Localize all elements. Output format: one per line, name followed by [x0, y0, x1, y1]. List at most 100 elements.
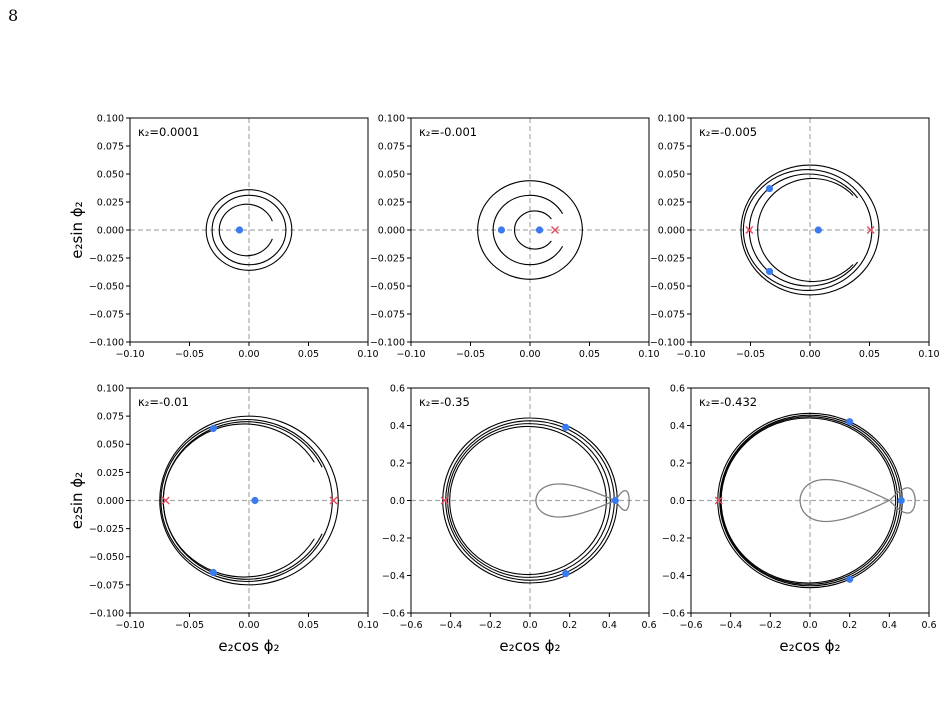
unstable-fixed-point [866, 226, 875, 234]
y-tick-label: −0.6 [662, 608, 685, 619]
kappa-annotation: κ₂=-0.005 [699, 125, 757, 139]
y-tick-label: 0.4 [670, 421, 685, 432]
y-tick-label: 0.025 [378, 197, 405, 208]
x-tick-label: 0.6 [921, 620, 936, 631]
x-tick-label: 0.10 [357, 620, 378, 631]
kappa-annotation: κ₂=-0.35 [419, 395, 470, 409]
plot-area [130, 388, 368, 613]
x-tick-label: 0.00 [519, 349, 540, 360]
orbit-curve [477, 180, 583, 280]
x-tick-label: 0.05 [298, 349, 319, 360]
stable-fixed-point [611, 496, 619, 505]
y-axis-label: e₂sin ϕ₂ [68, 472, 86, 529]
x-tick-label: 0.0 [522, 620, 537, 631]
y-tick-label: −0.4 [382, 571, 405, 582]
y-tick-label: 0.050 [378, 169, 405, 180]
orbit-curve [211, 194, 287, 266]
stable-fixed-point [235, 226, 244, 234]
stable-fixed-point [846, 575, 854, 583]
x-tick-label: −0.05 [736, 349, 765, 360]
stable-fixed-point [897, 496, 905, 505]
y-tick-label: −0.2 [662, 533, 685, 544]
x-tick-label: −0.10 [396, 349, 425, 360]
stable-fixed-point [814, 226, 822, 234]
y-tick-label: 0.075 [97, 412, 124, 423]
x-tick-label: −0.6 [679, 620, 702, 631]
orbit-arc [757, 178, 854, 282]
page-number: 8 [8, 6, 19, 25]
x-tick-label: −0.4 [719, 620, 742, 631]
orbit-arc [513, 210, 552, 250]
y-tick-label: −0.4 [662, 571, 685, 582]
y-tick-label: −0.075 [89, 309, 124, 320]
panel-1: −0.10 −0.05 0.00 0.05 0.10 −0.100 −0.075 −0.050… [89, 113, 379, 360]
panel-4: −0.10 −0.05 0.00 0.05 0.10 −0.100 −0.075 −0.050… [89, 383, 379, 631]
panel-3: −0.10 −0.05 0.00 0.05 0.10 −0.100 −0.075 −0.050… [650, 113, 940, 360]
orbit-curve [742, 168, 873, 292]
y-tick-label: −0.100 [650, 337, 685, 348]
x-axis-label: e₂cos ϕ₂ [779, 637, 840, 655]
y-axis-label: e₂sin ϕ₂ [68, 201, 86, 258]
stable-fixed-point [535, 226, 544, 234]
orbit-curve [160, 418, 333, 583]
y-tick-label: 0.0 [670, 496, 685, 507]
orbit-curve [447, 423, 611, 578]
orbit-curve [449, 425, 607, 576]
y-tick-label: 0.6 [390, 383, 405, 394]
x-tick-label: 0.2 [562, 620, 577, 631]
x-tick-label: 0.00 [238, 620, 259, 631]
y-tick-label: 0.100 [658, 113, 685, 124]
y-tick-label: 0.025 [97, 468, 124, 479]
unstable-fixed-point [440, 496, 449, 505]
y-tick-label: −0.075 [89, 580, 124, 591]
x-tick-label: −0.10 [676, 349, 705, 360]
y-tick-label: 0.025 [97, 197, 124, 208]
plot-area [691, 118, 929, 342]
x-tick-label: −0.4 [439, 620, 462, 631]
x-tick-label: −0.10 [115, 620, 144, 631]
y-tick-label: −0.100 [89, 608, 124, 619]
y-tick-label: 0.100 [97, 113, 124, 124]
y-tick-label: 0.075 [378, 141, 405, 152]
y-tick-label: −0.075 [650, 309, 685, 320]
separatrix-curve [799, 478, 916, 523]
y-tick-label: −0.6 [382, 608, 405, 619]
x-tick-label: −0.2 [479, 620, 502, 631]
y-tick-label: −0.025 [650, 253, 685, 264]
y-tick-label: −0.2 [382, 533, 405, 544]
y-tick-label: 0.100 [97, 383, 124, 394]
kappa-annotation: κ₂=-0.01 [138, 395, 189, 409]
orbit-curve [205, 189, 293, 271]
y-tick-label: 0.050 [658, 169, 685, 180]
x-tick-label: 0.00 [799, 349, 820, 360]
unstable-fixed-point [550, 226, 559, 234]
y-tick-label: −0.025 [370, 253, 405, 264]
plot-area [691, 388, 929, 613]
kappa-annotation: κ₂=-0.432 [699, 395, 757, 409]
y-tick-label: 0.100 [378, 113, 405, 124]
y-tick-label: 0.050 [97, 169, 124, 180]
y-tick-label: −0.025 [89, 524, 124, 535]
plot-area [411, 118, 649, 342]
y-tick-label: 0.2 [670, 458, 685, 469]
panel-6: −0.6 −0.4 −0.2 0.0 0.2 0.4 0.6 −0.6 −0.4 −0.2 0.0 0… [662, 383, 937, 631]
stable-fixed-point [846, 418, 854, 426]
orbit-arc [492, 194, 564, 266]
orbit-curve [159, 415, 339, 586]
x-axis-label: e₂cos ϕ₂ [499, 637, 560, 655]
y-tick-label: −0.050 [89, 281, 124, 292]
x-tick-label: −0.05 [175, 620, 204, 631]
x-tick-label: 0.05 [298, 620, 319, 631]
panel-2: −0.10 −0.05 0.00 0.05 0.10 −0.100 −0.075 −0.050… [370, 113, 660, 360]
stable-fixed-point [765, 184, 774, 193]
x-tick-label: 0.10 [918, 349, 939, 360]
y-tick-label: −0.050 [370, 281, 405, 292]
stable-fixed-point [251, 496, 259, 505]
y-tick-label: 0.000 [97, 225, 124, 236]
plot-area [411, 388, 649, 613]
y-tick-label: 0.000 [658, 225, 685, 236]
stable-fixed-point [209, 424, 217, 433]
y-tick-label: 0.000 [97, 496, 124, 507]
unstable-fixed-point [745, 226, 754, 234]
